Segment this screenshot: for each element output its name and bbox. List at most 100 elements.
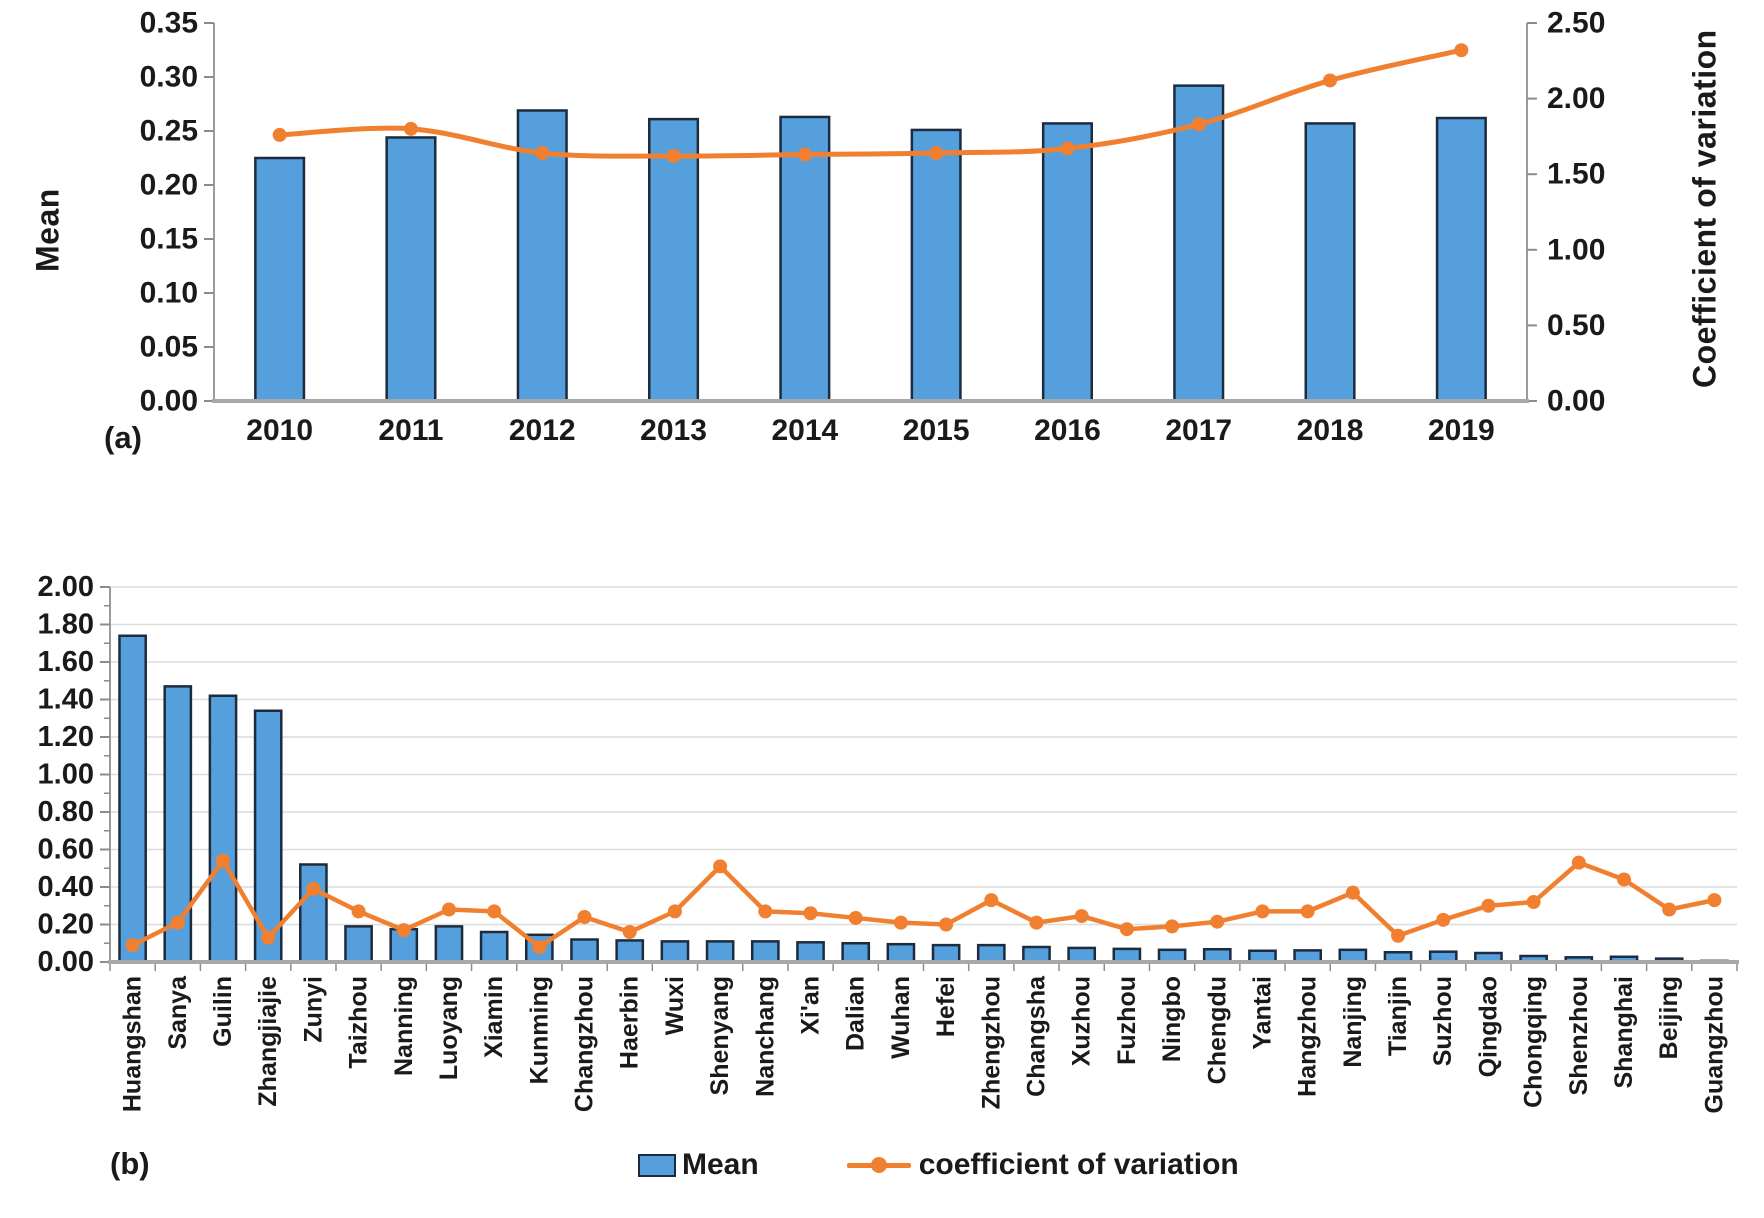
category-label: Qingdao	[1474, 976, 1502, 1077]
right-tick-label: 1.00	[1547, 233, 1605, 266]
category-label: Shenyang	[706, 976, 734, 1095]
right-tick-label: 2.00	[1547, 82, 1605, 115]
left-tick-label: 1.20	[38, 721, 94, 753]
category-label: Nanning	[390, 976, 418, 1076]
cv-point-Wuhan	[893, 915, 908, 930]
cv-point-Ningbo	[1165, 919, 1180, 934]
right-tick-label: 0.50	[1547, 309, 1605, 342]
bar-Xi'an	[796, 941, 825, 964]
bar-2015	[910, 128, 962, 403]
category-label: Ningbo	[1158, 976, 1186, 1062]
left-tick-label: 0.25	[140, 115, 198, 148]
cv-point-2015	[929, 146, 944, 161]
cv-point-Beijing	[1662, 902, 1677, 917]
bar-2010	[254, 156, 306, 403]
cv-point-Hangzhou	[1300, 904, 1315, 919]
category-label: 2016	[1034, 414, 1101, 447]
cv-point-Haerbin	[622, 925, 637, 939]
cv-point-Xi'an	[803, 906, 818, 921]
panel-a-left-axis-title: Mean	[29, 188, 66, 272]
panel-a-label: (a)	[104, 420, 142, 455]
category-label: 2010	[246, 414, 313, 447]
left-tick-label: 2.00	[38, 571, 94, 603]
left-tick-label: 1.00	[38, 759, 94, 791]
cv-point-Dalian	[848, 910, 863, 925]
bar-Haerbin	[615, 939, 645, 964]
category-label: 2012	[509, 414, 576, 447]
cv-point-Nanjing	[1345, 885, 1360, 900]
category-label: Shanghai	[1610, 976, 1638, 1089]
cv-point-Chengdu	[1210, 914, 1225, 929]
category-label: Sanya	[164, 975, 192, 1050]
left-tick-label: 1.80	[38, 609, 94, 641]
category-label: Huangshan	[119, 976, 147, 1112]
category-label: 2014	[771, 414, 838, 447]
bar-2018	[1304, 122, 1356, 403]
left-tick-label: 0.00	[140, 385, 198, 418]
cv-point-2012	[535, 146, 550, 161]
left-tick-label: 0.35	[140, 7, 198, 40]
left-tick-label: 0.60	[38, 834, 94, 866]
left-tick-label: 0.40	[38, 871, 94, 903]
cv-point-Huangshan	[125, 938, 140, 953]
category-label: Guilin	[209, 976, 237, 1047]
category-label: Yantai	[1248, 976, 1276, 1050]
cv-point-Shenyang	[713, 859, 728, 874]
category-label: 2011	[378, 414, 443, 447]
bar-Nanchang	[750, 940, 780, 964]
left-tick-label: 0.10	[140, 277, 198, 310]
category-label: Dalian	[842, 976, 870, 1051]
bar-Wuxi	[660, 940, 690, 964]
category-label: Chengdu	[1203, 976, 1231, 1084]
bar-2016	[1041, 122, 1093, 403]
legend-item-mean: Mean	[638, 1148, 759, 1182]
bar-2017	[1173, 84, 1225, 403]
cv-point-Guangzhou	[1707, 893, 1722, 908]
bar-Dalian	[841, 942, 871, 964]
cv-point-Taizhou	[351, 904, 366, 919]
panel-b-label: (b)	[110, 1146, 150, 1181]
cv-point-Shenzhou	[1571, 855, 1586, 870]
category-label: Luoyang	[435, 976, 463, 1080]
category-label: 2019	[1428, 414, 1495, 447]
bar-Zhengzhou	[976, 943, 1006, 964]
panel-b-chart: 0.00 0.20 0.40 0.60 0.80 1.00 1.20 1.40 1.60 1.80…	[38, 571, 1739, 1113]
cv-point-Suzhou	[1436, 912, 1451, 927]
bar-Xuzhou	[1067, 946, 1097, 964]
bar-Shenyang	[705, 940, 735, 964]
right-tick-label: 0.00	[1547, 385, 1605, 418]
cv-point-Qingdao	[1481, 898, 1496, 913]
left-tick-label: 0.20	[140, 169, 198, 202]
category-label: Kunming	[525, 976, 553, 1084]
cv-point-Chongqing	[1526, 895, 1541, 909]
category-label: Nanchang	[751, 976, 779, 1097]
cv-point-Hefei	[939, 917, 954, 932]
bar-Zunyi	[299, 863, 328, 964]
bar-Taizhou	[344, 925, 373, 964]
category-label: Wuxi	[661, 976, 689, 1035]
category-label: Haerbin	[616, 976, 644, 1069]
category-label: Shenzhou	[1565, 976, 1593, 1095]
cv-point-Xuzhou	[1074, 909, 1089, 924]
left-tick-label: 0.00	[38, 946, 94, 978]
bar-Changzhou	[570, 938, 599, 964]
bar-Changsha	[1022, 945, 1051, 964]
category-label: Changzhou	[571, 976, 599, 1112]
cv-point-Sanya	[170, 915, 185, 930]
category-label: Xi'an	[797, 976, 825, 1035]
category-label: Zunyi	[299, 976, 327, 1043]
left-tick-label: 0.30	[140, 61, 198, 94]
cv-point-Nanning	[396, 923, 411, 938]
category-label: 2017	[1165, 414, 1232, 447]
left-tick-label: 0.05	[140, 331, 198, 364]
left-tick-label: 0.15	[140, 223, 198, 256]
cv-point-2014	[797, 147, 812, 162]
cv-point-2011	[403, 121, 418, 136]
category-label: Zhengzhou	[977, 976, 1005, 1109]
panel-a-right-axis-title: Coefficient of variation	[1686, 29, 1723, 389]
bar-Xiamin	[479, 930, 509, 964]
category-label: Changsha	[1022, 975, 1050, 1097]
category-label: 2018	[1297, 414, 1364, 447]
left-tick-label: 1.40	[38, 684, 94, 716]
bar-2011	[385, 136, 437, 403]
